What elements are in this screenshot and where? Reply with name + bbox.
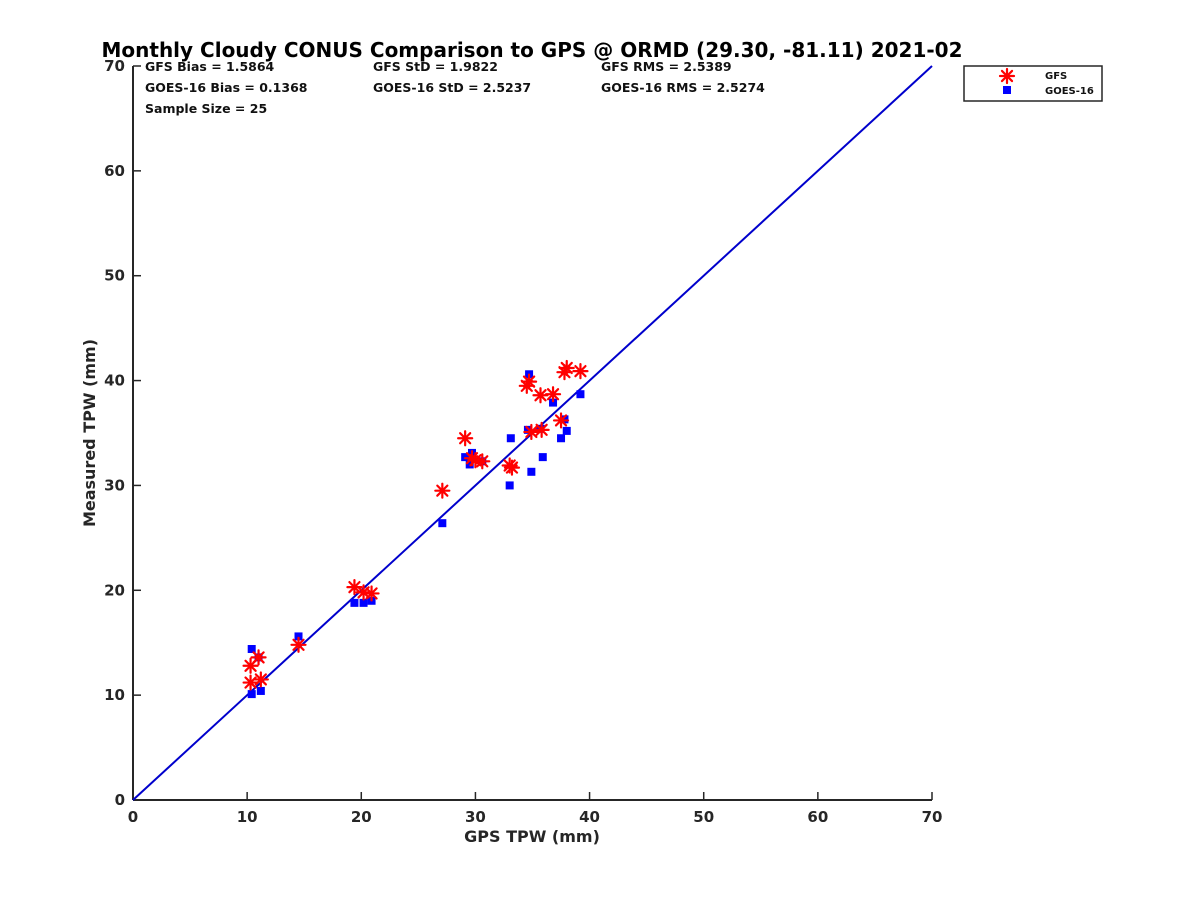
x-axis-ticks: 0 10 20 30 40 50 60 70 [128, 792, 943, 826]
goes16-point [247, 645, 256, 654]
x-tick-label: 60 [807, 808, 828, 826]
gfs-point [532, 387, 549, 404]
gfs-point [558, 359, 575, 377]
x-tick-label: 20 [351, 808, 372, 826]
goes16-point [350, 598, 359, 607]
gfs-point [363, 585, 380, 602]
x-tick-label: 40 [579, 808, 600, 826]
gfs-series [242, 359, 589, 691]
gfs-point [544, 386, 562, 403]
gfs-point [252, 671, 269, 688]
goes16-point [506, 434, 515, 443]
y-tick-label: 50 [104, 267, 125, 285]
gfs-std-stat: GFS StD = 1.9822 [373, 59, 498, 74]
chart-title: Monthly Cloudy CONUS Comparison to GPS @… [102, 38, 963, 62]
axes [132, 66, 932, 801]
legend-goes16-label: GOES-16 [1045, 86, 1094, 97]
gfs-point [290, 636, 307, 653]
gfs-point [242, 657, 259, 674]
legend-box [963, 65, 1103, 102]
goes16-point [247, 690, 256, 699]
stats-block: GFS Bias = 1.5864 GFS StD = 1.9822 GFS R… [145, 59, 765, 116]
goes16-point [527, 467, 536, 476]
gfs-point [434, 482, 451, 499]
x-tick-label: 70 [922, 808, 943, 826]
goes16-point [359, 598, 368, 607]
gfs-point [520, 373, 538, 390]
gfs-point [242, 674, 259, 691]
x-tick-label: 10 [237, 808, 258, 826]
y-tick-label: 10 [104, 686, 125, 704]
gfs-point [250, 649, 267, 666]
goes16-point [557, 434, 566, 443]
gfs-point [523, 423, 540, 441]
gfs-point [533, 421, 550, 438]
sample-size-stat: Sample Size = 25 [145, 101, 267, 116]
goes16-point [538, 453, 547, 462]
goes16-point [549, 398, 558, 407]
gfs-rms-stat: GFS RMS = 2.5389 [601, 59, 732, 74]
goes-std-stat: GOES-16 StD = 2.5237 [373, 80, 531, 95]
y-tick-label: 40 [104, 372, 125, 390]
goes-bias-stat: GOES-16 Bias = 0.1368 [145, 80, 307, 95]
x-tick-label: 50 [693, 808, 714, 826]
goes16-point [438, 519, 447, 528]
goes16-point [505, 481, 514, 490]
y-tick-label: 20 [104, 581, 125, 599]
legend-gfs-marker [998, 67, 1016, 85]
y-axis-ticks: 0 10 20 30 40 50 60 70 [104, 57, 141, 809]
goes16-point [294, 632, 303, 641]
gfs-point [572, 363, 589, 380]
gfs-point [457, 430, 474, 447]
legend-gfs-asterisk [998, 67, 1016, 85]
goes16-point [576, 390, 585, 399]
goes-rms-stat: GOES-16 RMS = 2.5274 [601, 80, 765, 95]
x-axis-label: GPS TPW (mm) [464, 827, 600, 846]
y-tick-label: 30 [104, 476, 125, 494]
gfs-bias-stat: GFS Bias = 1.5864 [145, 59, 275, 74]
x-tick-label: 0 [128, 808, 138, 826]
gfs-point [467, 452, 484, 469]
y-tick-label: 60 [104, 162, 125, 180]
legend-goes16-marker [1003, 86, 1011, 94]
y-tick-label: 70 [104, 57, 125, 75]
gfs-point [552, 412, 570, 429]
y-tick-label: 0 [115, 791, 125, 809]
x-tick-label: 30 [465, 808, 486, 826]
legend-gfs-label: GFS [1045, 71, 1067, 82]
y-axis-label: Measured TPW (mm) [80, 339, 99, 527]
goes16-point [256, 686, 265, 695]
legend: GFS GOES-16 [963, 65, 1103, 102]
goes16-point [562, 426, 571, 435]
gfs-point [503, 459, 521, 476]
